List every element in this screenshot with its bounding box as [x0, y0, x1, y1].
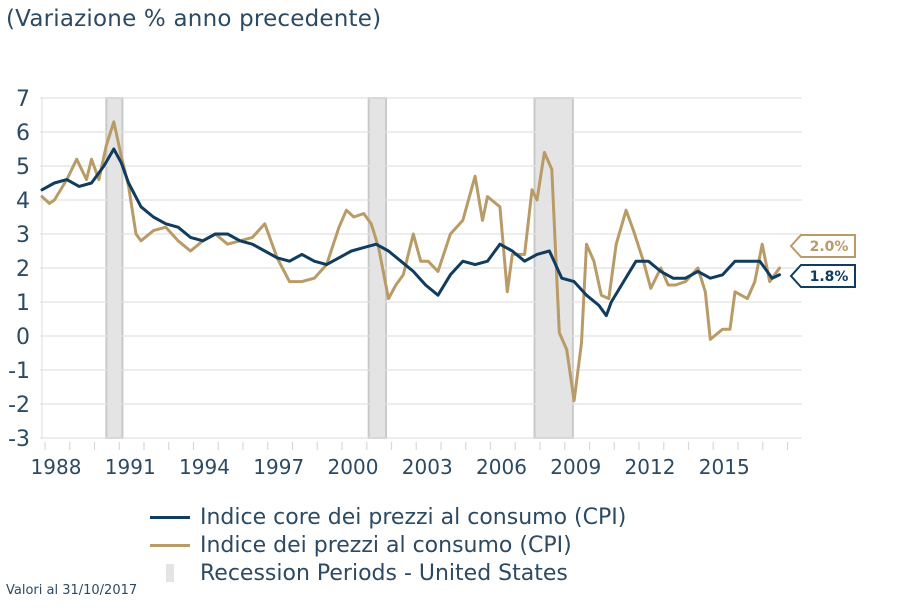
- y-tick-label: 6: [16, 121, 30, 146]
- x-tick-label: 2006: [476, 455, 527, 479]
- legend-label: Indice dei prezzi al consumo (CPI): [200, 532, 572, 558]
- y-tick-label: -3: [8, 427, 30, 452]
- y-tick-label: 1: [16, 291, 30, 316]
- legend-label: Recession Periods - United States: [200, 560, 568, 586]
- y-tick-label: 3: [16, 223, 30, 248]
- series-line-core: [40, 147, 781, 318]
- y-tick-label: 7: [16, 87, 30, 112]
- y-tick-label: 0: [16, 325, 30, 350]
- chart-title: (Variazione % anno precedente): [6, 6, 382, 32]
- end-value-tags: 2.0% 1.8%: [789, 234, 856, 288]
- x-tick-label: 1997: [253, 455, 304, 479]
- gridlines: [40, 97, 802, 439]
- x-axis: 1988 1991 1994 1997 2000 2003 2006 2009 2012 2015: [31, 442, 789, 479]
- x-tick-label: 2009: [550, 455, 601, 479]
- x-tick-label: 1994: [179, 455, 230, 479]
- y-tick-label: -1: [8, 359, 30, 384]
- end-value-tag-headline: [789, 234, 856, 258]
- legend: Indice core dei prezzi al consumo (CPI) …: [150, 503, 626, 587]
- legend-swatch-headline: [150, 543, 190, 547]
- y-tick-label: 5: [16, 155, 30, 180]
- footnote: Valori al 31/10/2017: [6, 583, 138, 598]
- y-axis: 7 6 5 4 3 2 1 0 -1 -2 -3: [8, 87, 30, 452]
- end-value-label-core: 1.8%: [810, 269, 849, 285]
- legend-label: Indice core dei prezzi al consumo (CPI): [200, 504, 627, 530]
- y-tick-label: 2: [16, 257, 30, 282]
- end-value-tag-core: [789, 264, 856, 288]
- series-lines: [40, 120, 781, 403]
- legend-item-recession: Recession Periods - United States: [150, 559, 626, 587]
- legend-item-headline: Indice dei prezzi al consumo (CPI): [150, 531, 626, 559]
- x-tick-label: 2012: [625, 455, 676, 479]
- line-chart: 7 6 5 4 3 2 1 0 -1 -2 -3 1988 1991 1994 1997 2000 2003 2…: [8, 87, 856, 479]
- legend-item-core: Indice core dei prezzi al consumo (CPI): [150, 503, 626, 531]
- x-tick-label: 1988: [31, 455, 82, 479]
- x-tick-label: 2000: [328, 455, 379, 479]
- x-tick-label: 2003: [402, 455, 453, 479]
- y-tick-label: 4: [16, 189, 30, 214]
- x-tick-label: 2015: [699, 455, 750, 479]
- end-value-label-headline: 2.0%: [810, 239, 849, 255]
- x-tick-label: 1991: [105, 455, 156, 479]
- legend-swatch-core: [150, 515, 190, 519]
- legend-swatch-recession: [166, 564, 174, 582]
- y-tick-label: -2: [8, 393, 30, 418]
- series-line-headline: [40, 120, 781, 403]
